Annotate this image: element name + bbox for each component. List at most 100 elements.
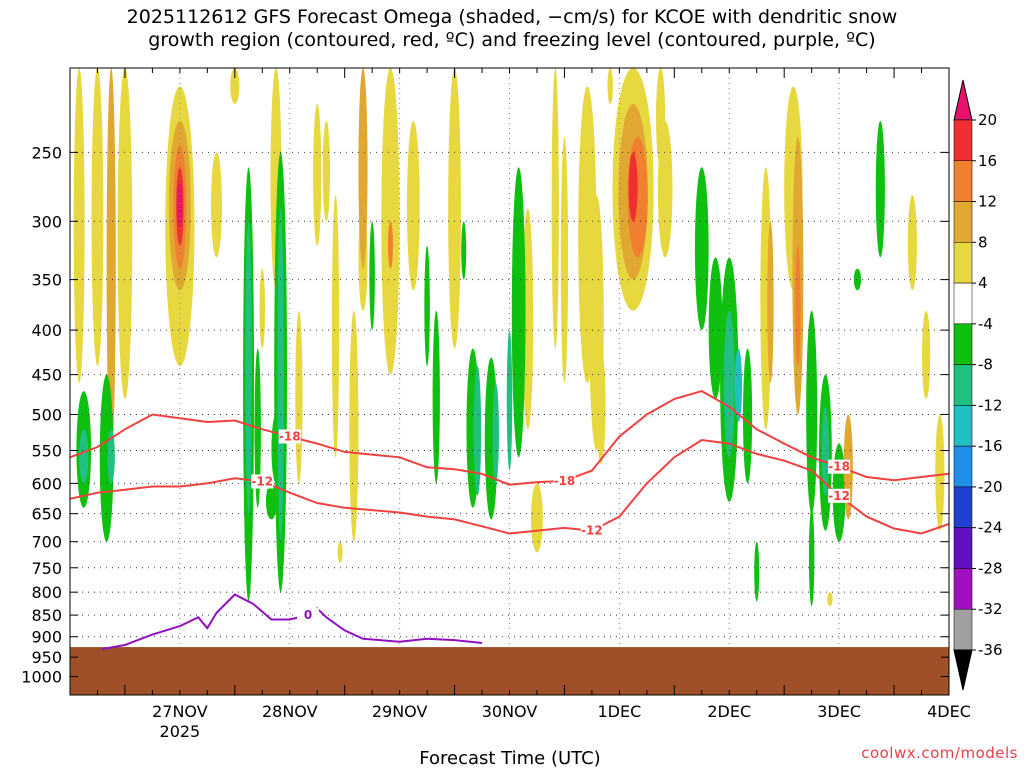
y-tick-label: 600 bbox=[31, 474, 62, 493]
contour-label-bg bbox=[828, 459, 851, 474]
omega-shade-cell bbox=[492, 382, 499, 484]
omega-shade-cell bbox=[708, 257, 723, 400]
y-tick-label: 1000 bbox=[21, 668, 62, 687]
colorbar-segment bbox=[953, 323, 973, 365]
colorbar-label: -4 bbox=[978, 315, 993, 333]
omega-shade-cell bbox=[259, 268, 266, 349]
contour-line bbox=[70, 390, 949, 486]
omega-shade-cell bbox=[381, 68, 400, 375]
omega-shade-cell bbox=[853, 268, 862, 291]
ground-fill bbox=[70, 647, 949, 695]
colorbar-segment bbox=[953, 160, 973, 202]
y-tick-label: 300 bbox=[31, 212, 62, 231]
omega-shade-cell bbox=[107, 429, 115, 484]
omega-shading bbox=[73, 68, 945, 607]
colorbar-label: -20 bbox=[978, 478, 1003, 496]
omega-shade-cell bbox=[907, 195, 917, 291]
y-axis-ticks: 250 300 350 400 450 500 550 600 650 700 750 800 850 9… bbox=[21, 143, 949, 687]
omega-shade-cell bbox=[211, 152, 222, 258]
x-tick-label: 3DEC bbox=[817, 702, 861, 721]
omega-shade-cell bbox=[230, 68, 240, 105]
omega-shade-cell bbox=[177, 181, 183, 228]
omega-shade-cell bbox=[506, 330, 513, 471]
omega-shade-cell bbox=[337, 541, 343, 563]
y-tick-label: 400 bbox=[31, 321, 62, 340]
contour-line bbox=[101, 593, 483, 651]
colorbar-label: -16 bbox=[978, 437, 1003, 455]
colorbar-segment bbox=[953, 119, 973, 162]
page-title: 2025112612 GFS Forecast Omega (shaded, −… bbox=[0, 6, 1024, 52]
contour-label: -12 bbox=[581, 524, 603, 538]
y-tick-label: 800 bbox=[31, 583, 62, 602]
omega-shade-cell bbox=[596, 348, 606, 465]
y-tick-label: 900 bbox=[31, 628, 62, 647]
omega-shade-cell bbox=[935, 414, 945, 531]
omega-shade-cell bbox=[754, 541, 760, 602]
y-tick-label: 700 bbox=[31, 533, 62, 552]
omega-shade-cell bbox=[808, 507, 815, 607]
contour-label-bg bbox=[278, 429, 301, 444]
y-tick-label: 500 bbox=[31, 405, 62, 424]
omega-shade-cell bbox=[806, 310, 818, 514]
x-tick-label: 27NOV bbox=[152, 702, 208, 721]
y-tick-label: 750 bbox=[31, 559, 62, 578]
x-tick-label: 30NOV bbox=[482, 702, 538, 721]
contour-label-bg bbox=[580, 523, 603, 538]
omega-shade-cell bbox=[628, 152, 638, 222]
colorbar-label: -12 bbox=[978, 396, 1003, 414]
omega-shade-cell bbox=[265, 483, 277, 520]
omega-shade-cell bbox=[723, 310, 735, 458]
colorbar-top-triangle bbox=[953, 79, 973, 121]
omega-shade-cell bbox=[742, 348, 753, 484]
omega-shade-cell bbox=[767, 221, 774, 383]
x-tick-sublabel: 2025 bbox=[160, 722, 201, 741]
colorbar-label: 20 bbox=[978, 111, 997, 129]
y-tick-label: 650 bbox=[31, 505, 62, 524]
colorbar-label: -8 bbox=[978, 356, 993, 374]
contour-label-bg bbox=[251, 474, 274, 489]
x-axis-label: Forecast Time (UTC) bbox=[419, 748, 600, 768]
omega-shade-cell bbox=[607, 68, 613, 105]
omega-shade-cell bbox=[448, 68, 461, 349]
omega-shade-cell bbox=[358, 68, 368, 269]
omega-shade-cell bbox=[331, 195, 340, 458]
colorbar-label: -28 bbox=[978, 559, 1003, 577]
colorbar-label: -36 bbox=[978, 641, 1003, 659]
omega-shade-cell bbox=[827, 592, 833, 607]
contour-lines: -18 -18 -18 -12 -12 -12 0 bbox=[70, 390, 949, 651]
contour-label-bg bbox=[828, 488, 851, 503]
contour-label: -12 bbox=[251, 475, 273, 489]
y-tick-label: 950 bbox=[31, 648, 62, 667]
omega-shade-cell bbox=[531, 483, 543, 553]
colorbar: 20 16 12 8 4 -4 -8 -12 -16 -20 -24 -28 -32 -36 bbox=[953, 79, 1003, 691]
omega-shade-cell bbox=[322, 120, 331, 222]
omega-shade-cell bbox=[369, 221, 375, 331]
omega-shade-cell bbox=[657, 120, 673, 258]
y-tick-label: 550 bbox=[31, 442, 62, 461]
y-tick-label: 850 bbox=[31, 606, 62, 625]
contour-label-bg bbox=[553, 473, 576, 488]
colorbar-label: -32 bbox=[978, 600, 1003, 618]
ground-surface bbox=[70, 647, 949, 695]
colorbar-segment bbox=[953, 242, 973, 284]
omega-shade-cell bbox=[821, 406, 830, 496]
colorbar-bottom-triangle bbox=[953, 649, 973, 691]
omega-shade-cell bbox=[313, 104, 322, 246]
omega-shade-cell bbox=[106, 68, 116, 458]
omega-shade-cell bbox=[432, 310, 440, 484]
x-tick-label: 4DEC bbox=[927, 702, 971, 721]
contour-label: -12 bbox=[828, 489, 850, 503]
omega-shade-cell bbox=[875, 120, 885, 258]
colorbar-label: 4 bbox=[978, 274, 988, 292]
contour-label: -18 bbox=[279, 429, 301, 443]
contour-label: -18 bbox=[828, 460, 850, 474]
contour-label: 0 bbox=[304, 608, 312, 622]
colorbar-label: 12 bbox=[978, 193, 997, 211]
omega-shade-cell bbox=[117, 68, 133, 400]
omega-shade-cell bbox=[406, 120, 420, 291]
x-tick-label: 2DEC bbox=[707, 702, 751, 721]
omega-shade-cell bbox=[91, 68, 104, 367]
omega-shade-cell bbox=[473, 366, 482, 496]
contour-line bbox=[70, 438, 949, 535]
